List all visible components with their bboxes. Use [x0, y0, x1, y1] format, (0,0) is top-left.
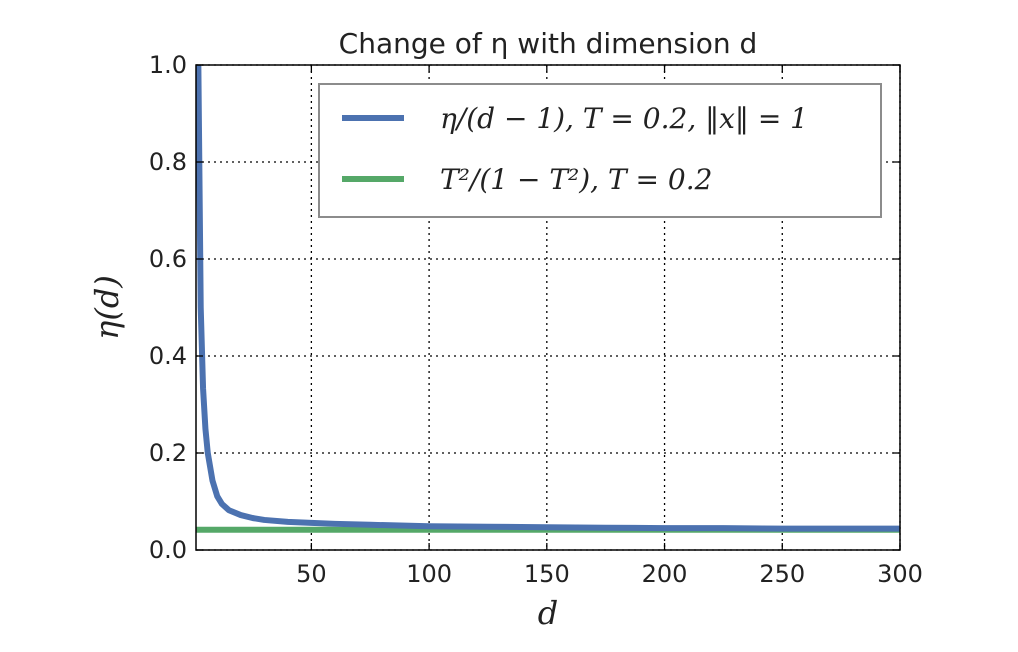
x-axis-label: d: [538, 594, 558, 632]
legend-label: η/(d − 1), T = 0.2, ‖x‖ = 1: [440, 102, 808, 135]
series-line: [196, 65, 900, 532]
y-axis-label: η(d): [88, 275, 126, 340]
y-tick-label: 0.2: [149, 439, 187, 467]
x-tick-label: 300: [877, 560, 923, 588]
y-tick-label: 0.6: [149, 245, 187, 273]
y-tick-label: 0.0: [149, 536, 187, 564]
chart-title: Change of η with dimension d: [339, 27, 758, 60]
axis-ticks: 50 100 150 200 250 300 0.0 0.2 0.4 0.6 0.8 1.0: [149, 51, 923, 588]
legend-label: T²/(1 − T²), T = 0.2: [440, 163, 712, 196]
x-tick-label: 200: [642, 560, 688, 588]
x-tick-label: 150: [524, 560, 570, 588]
y-tick-label: 0.8: [149, 148, 187, 176]
series-layer: [196, 65, 900, 533]
legend-box: [318, 83, 882, 218]
legend: η/(d − 1), T = 0.2, ‖x‖ = 1 T²/(1 − T²), …: [318, 83, 882, 218]
x-tick-label: 100: [406, 560, 452, 588]
plot-area-frame: [195, 64, 901, 551]
x-tick-label: 50: [296, 560, 327, 588]
y-tick-label: 1.0: [149, 51, 187, 79]
y-tick-label: 0.4: [149, 342, 187, 370]
x-tick-label: 250: [759, 560, 805, 588]
